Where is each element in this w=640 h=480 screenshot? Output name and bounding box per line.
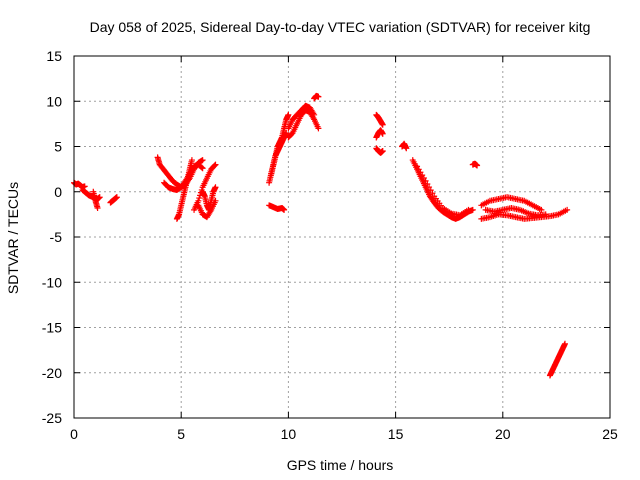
y-tick-label: -15 (42, 320, 62, 336)
x-tick-label: 15 (388, 426, 404, 442)
data-point (188, 157, 195, 164)
series-seg-u (478, 194, 545, 213)
data-point (465, 206, 472, 213)
series-seg-early-3 (90, 188, 101, 212)
series-seg-m (373, 111, 386, 128)
series-seg-s (469, 160, 481, 169)
series-seg-d (191, 161, 219, 213)
y-tick-label: -25 (42, 410, 62, 426)
data-point (561, 340, 568, 347)
data-point (94, 205, 101, 212)
data-marks (71, 92, 571, 379)
series-seg-w (546, 340, 568, 379)
y-tick-label: -10 (42, 274, 62, 290)
series-seg-f (199, 184, 219, 213)
data-point (379, 121, 386, 128)
x-tick-label: 25 (602, 426, 618, 442)
x-tick-label: 0 (70, 426, 78, 442)
data-point (542, 211, 549, 218)
data-point (81, 183, 88, 190)
series-seg-r (414, 163, 472, 219)
axis-ticks: 0 5 10 15 20 25 -25 -20 -15 -10 -5 0 5 10 15 (42, 48, 618, 442)
data-point (538, 206, 545, 213)
y-tick-label: -20 (42, 365, 62, 381)
data-point (315, 93, 322, 100)
series-seg-o (373, 145, 386, 156)
series-seg-n (373, 127, 386, 141)
data-point (281, 206, 288, 213)
data-point (474, 162, 481, 169)
data-point (403, 145, 410, 152)
y-tick-label: -5 (50, 229, 63, 245)
data-point (424, 180, 431, 187)
y-tick-label: 15 (46, 48, 62, 64)
chart-title: Day 058 of 2025, Sidereal Day-to-day VTE… (90, 19, 591, 35)
x-tick-label: 5 (177, 426, 185, 442)
y-tick-label: 10 (46, 93, 62, 109)
data-point (285, 111, 292, 118)
data-point (212, 184, 219, 191)
series-seg-j (285, 102, 318, 132)
data-point (113, 194, 120, 201)
data-point (429, 190, 436, 197)
y-axis-label: SDTVAR / TECUs (5, 182, 21, 294)
data-point (198, 164, 205, 171)
data-point (564, 206, 571, 213)
series-seg-p (399, 140, 410, 152)
data-point (212, 161, 219, 168)
data-point (196, 195, 203, 202)
data-point (379, 148, 386, 155)
x-tick-label: 20 (495, 426, 511, 442)
data-point (211, 162, 218, 169)
data-point (199, 165, 206, 172)
series-seg-v (482, 205, 549, 219)
series-seg-c (173, 157, 195, 222)
x-tick-label: 10 (281, 426, 297, 442)
series-seg-l (266, 202, 288, 213)
data-point (96, 194, 103, 201)
data-point (311, 111, 318, 118)
data-point (422, 177, 429, 184)
data-point (283, 129, 290, 136)
x-axis-label: GPS time / hours (287, 457, 394, 473)
data-point (379, 130, 386, 137)
data-point (199, 157, 206, 164)
data-point (427, 187, 434, 194)
y-tick-label: 0 (54, 184, 62, 200)
y-tick-label: 5 (54, 139, 62, 155)
series-seg-early-4 (107, 194, 120, 206)
data-point (426, 184, 433, 191)
data-point (315, 125, 322, 132)
series-seg-k (311, 92, 322, 102)
series-seg-early-2 (79, 186, 103, 202)
grid-lines (74, 56, 610, 418)
